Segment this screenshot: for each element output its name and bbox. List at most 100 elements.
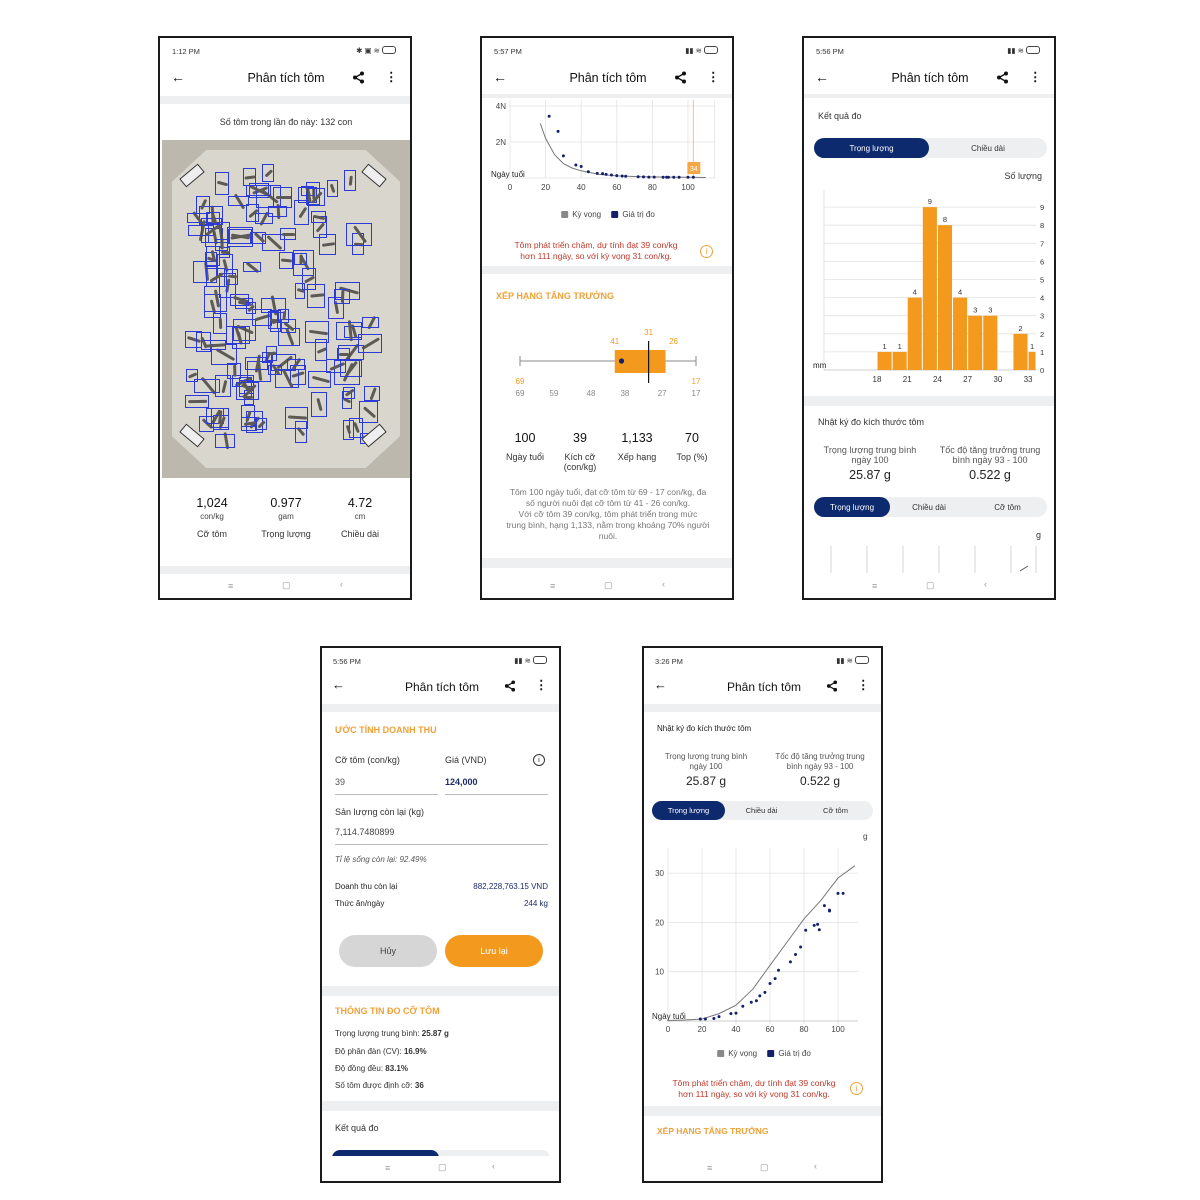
measured-point: [556, 129, 560, 133]
divider: [482, 94, 732, 98]
current-value-dot: [618, 358, 625, 364]
tab-size[interactable]: Cỡ tôm: [994, 502, 1021, 512]
detection-box: [226, 268, 238, 286]
status-icons: ▮▮ ≋: [1007, 46, 1040, 55]
detection-box: [308, 371, 331, 389]
status-icons: ▮▮ ≋: [836, 656, 869, 665]
divider: [322, 1101, 559, 1111]
more-options-icon[interactable]: ⋮: [1029, 70, 1042, 84]
nav-menu-icon[interactable]: ≡: [707, 1163, 713, 1173]
page-title: Phân tích tôm: [404, 680, 480, 694]
detection-box: [346, 223, 372, 246]
axis-tick-label: 59: [549, 389, 558, 398]
nav-menu-icon[interactable]: ≡: [385, 1163, 391, 1173]
divider: [160, 96, 410, 104]
nav-back-icon[interactable]: ‹: [492, 1161, 495, 1171]
chart-legend: Kỳ vọng Giá trị đo: [561, 210, 655, 219]
histogram-bar: [892, 351, 907, 370]
nav-home-icon[interactable]: ▢: [438, 1162, 447, 1172]
bar-value-label: 1: [898, 342, 902, 351]
bar-value-label: 4: [958, 288, 962, 297]
log-title: Nhật ký đo kích thước tôm: [657, 724, 752, 733]
detection-box: [214, 433, 236, 449]
nav-back-icon[interactable]: ‹: [814, 1161, 817, 1171]
revenue-label: Doanh thu còn lại: [335, 882, 398, 891]
measured-point: [712, 1017, 716, 1021]
detection-box: [272, 187, 293, 208]
more-options-icon[interactable]: ⋮: [707, 70, 720, 84]
stat-size: 39 Kích cỡ (con/kg): [564, 431, 597, 472]
x-axis-unit: mm: [813, 361, 827, 370]
share-icon[interactable]: [504, 679, 516, 697]
nav-menu-icon[interactable]: ≡: [872, 581, 878, 591]
growth-warning: Tôm phát triển chậm, dự tính đạt 39 con/…: [672, 1078, 835, 1100]
axis-tick-label: 38: [620, 389, 629, 398]
y-tick-label: 1: [1040, 348, 1044, 357]
measured-point: [804, 928, 808, 932]
nav-home-icon[interactable]: ▢: [926, 580, 935, 590]
detection-box: [338, 345, 364, 361]
nav-back-icon[interactable]: ‹: [662, 579, 665, 589]
tab-size[interactable]: Cỡ tôm: [823, 806, 848, 815]
measured-point: [666, 175, 670, 179]
tab-weight[interactable]: Trọng lượng: [814, 497, 890, 517]
size-input[interactable]: 39: [335, 777, 346, 787]
stat-top: 70 Top (%): [676, 431, 707, 462]
back-arrow-icon[interactable]: ←: [171, 69, 185, 85]
measured-point: [561, 154, 565, 158]
share-icon[interactable]: [674, 71, 687, 89]
nav-menu-icon[interactable]: ≡: [228, 581, 234, 591]
growth-rate-stat: Tốc độ tăng trưởng trung bình ngày 93 - …: [940, 445, 1040, 482]
stat-rank: 1,133 Xếp hạng: [618, 431, 657, 462]
share-icon[interactable]: [352, 71, 365, 89]
nav-menu-icon[interactable]: ≡: [550, 581, 556, 591]
back-arrow-icon[interactable]: ←: [654, 677, 667, 692]
detection-box: [201, 218, 222, 244]
measured-point: [816, 922, 820, 926]
measured-point: [812, 923, 816, 927]
feed-label: Thức ăn/ngày: [335, 899, 385, 908]
toggle-weight[interactable]: Trọng lượng: [814, 138, 929, 158]
nav-back-icon[interactable]: ‹: [984, 579, 987, 589]
share-icon[interactable]: [996, 71, 1009, 89]
info-icon[interactable]: i: [700, 245, 713, 258]
toggle-length[interactable]: Chiều dài: [971, 143, 1005, 153]
result-toggle-partial[interactable]: [332, 1150, 550, 1160]
more-options-icon[interactable]: ⋮: [857, 678, 870, 692]
tab-weight[interactable]: Trọng lượng: [652, 801, 725, 820]
stat-value: 0.522 g: [969, 468, 1011, 482]
nav-back-icon[interactable]: ‹: [340, 579, 343, 589]
detection-box: [206, 245, 220, 266]
nav-home-icon[interactable]: ▢: [282, 580, 291, 590]
description-line: Với cỡ tôm 39 con/kg, tôm phát triển tro…: [518, 509, 698, 519]
more-options-icon[interactable]: ⋮: [385, 70, 398, 84]
expected-line: [667, 865, 856, 1022]
measured-point: [579, 164, 583, 168]
detection-box: [307, 283, 326, 309]
back-arrow-icon[interactable]: ←: [493, 69, 507, 85]
measured-point: [661, 175, 665, 179]
more-options-icon[interactable]: ⋮: [535, 678, 548, 692]
tab-length[interactable]: Chiều dài: [912, 502, 946, 512]
description-line: số người nuôi đạt cỡ tôm từ 41 - 26 con/…: [525, 498, 691, 508]
save-button[interactable]: Lưu lại: [445, 935, 543, 967]
cancel-button[interactable]: Hủy: [339, 935, 437, 967]
tab-length[interactable]: Chiều dài: [745, 806, 778, 815]
info-label: Số tôm được định cỡ:: [335, 1081, 415, 1090]
nav-home-icon[interactable]: ▢: [604, 580, 613, 590]
share-icon[interactable]: [826, 679, 838, 697]
back-arrow-icon[interactable]: ←: [332, 677, 345, 692]
yield-input[interactable]: 7,114.7480899: [335, 827, 395, 837]
price-input[interactable]: 124,000: [445, 777, 478, 787]
unit-label: g: [1036, 530, 1042, 540]
info-icon[interactable]: i: [850, 1082, 863, 1095]
detection-box: [314, 339, 328, 361]
stat-value: 4.72: [347, 496, 373, 510]
back-arrow-icon[interactable]: ←: [815, 69, 829, 85]
nav-home-icon[interactable]: ▢: [760, 1162, 769, 1172]
measured-point: [636, 175, 640, 179]
info-icon[interactable]: i: [533, 754, 545, 766]
screen-shrimp-count: 1:12 PM ✱ ▣ ≋ ← Phân tích tôm ⋮ Số tôm t…: [158, 36, 412, 600]
detection-box: [186, 369, 198, 382]
detection-box: [319, 233, 336, 255]
